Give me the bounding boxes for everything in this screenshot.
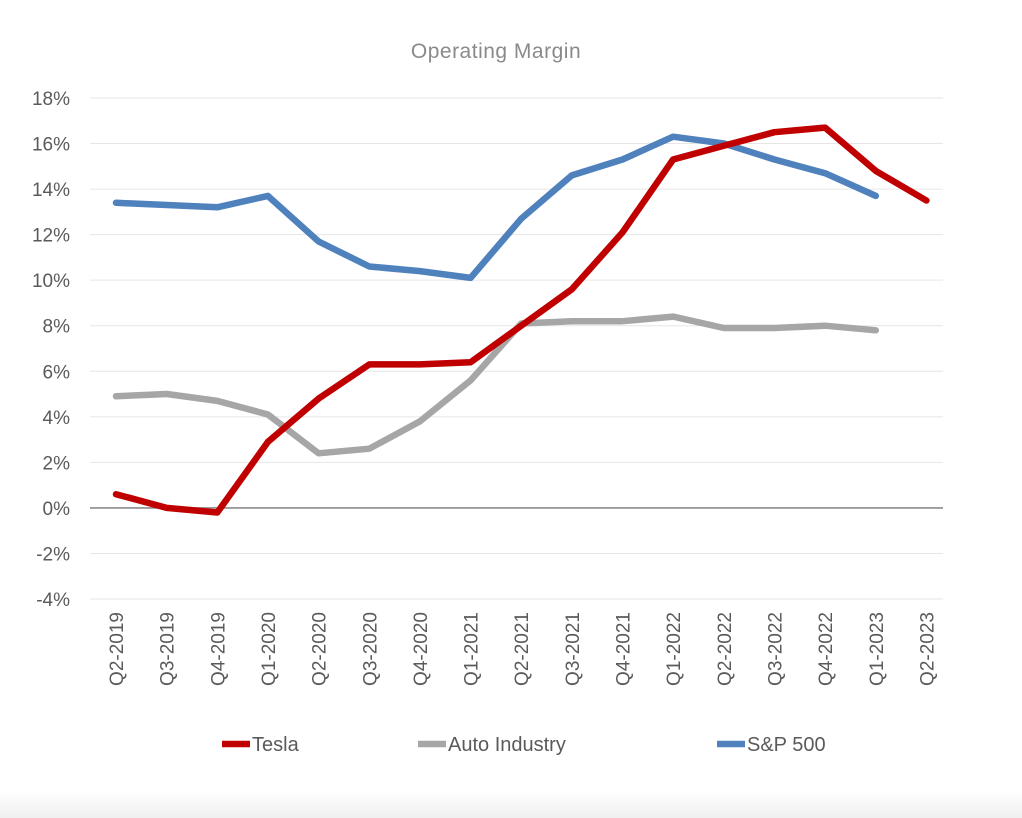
y-tick-label: -2% (36, 544, 70, 565)
series-line-auto-industry (112, 313, 880, 457)
x-tick-label: Q3-2019 (158, 612, 179, 686)
x-tick-label: Q1-2020 (259, 612, 280, 686)
x-tick-label: Q2-2022 (715, 612, 736, 686)
series-line-s-p-500 (112, 133, 880, 282)
y-axis-ticks: 18% 16% 14% 12% 10% 8% 6% 4% 2% 0% -2% -4% (32, 89, 70, 611)
x-axis-ticks: Q2-2019 Q3-2019 Q4-2019 Q1-2020 Q2-2020 Q3-20… (107, 612, 938, 686)
y-tick-label: 10% (32, 271, 70, 292)
y-tick-label: 0% (43, 499, 71, 520)
series-line-tesla (112, 124, 930, 516)
y-tick-label: 6% (43, 362, 71, 383)
x-tick-label: Q2-2019 (107, 612, 128, 686)
y-tick-label: 8% (43, 317, 71, 338)
x-tick-label: Q4-2020 (411, 612, 432, 686)
y-tick-label: 12% (32, 226, 70, 247)
legend-item: Tesla (222, 734, 300, 756)
x-tick-label: Q1-2023 (867, 612, 888, 686)
chart-title: Operating Margin (411, 40, 581, 63)
y-tick-label: -4% (36, 590, 70, 611)
x-tick-label: Q2-2021 (512, 612, 533, 686)
x-tick-label: Q1-2022 (664, 612, 685, 686)
x-tick-label: Q3-2021 (563, 612, 584, 686)
x-tick-label: Q2-2020 (310, 612, 331, 686)
legend-item: S&P 500 (717, 734, 826, 756)
x-tick-label: Q4-2021 (614, 612, 635, 686)
x-tick-label: Q3-2022 (765, 612, 786, 686)
x-tick-label: Q3-2020 (360, 612, 381, 686)
legend-label: Auto Industry (448, 734, 566, 756)
legend: Tesla Auto Industry S&P 500 (222, 734, 826, 756)
legend-item: Auto Industry (418, 734, 566, 756)
bottom-fade (0, 790, 1022, 818)
series-lines (112, 124, 930, 516)
x-tick-label: Q4-2022 (816, 612, 837, 686)
x-tick-label: Q4-2019 (208, 612, 229, 686)
x-tick-label: Q2-2023 (917, 612, 938, 686)
y-tick-label: 16% (32, 135, 70, 156)
legend-label: S&P 500 (747, 734, 826, 756)
y-tick-label: 4% (43, 408, 71, 429)
x-tick-label: Q1-2021 (462, 612, 483, 686)
legend-label: Tesla (252, 734, 300, 756)
y-tick-label: 2% (43, 453, 71, 474)
y-tick-label: 18% (32, 89, 70, 110)
y-tick-label: 14% (32, 180, 70, 201)
